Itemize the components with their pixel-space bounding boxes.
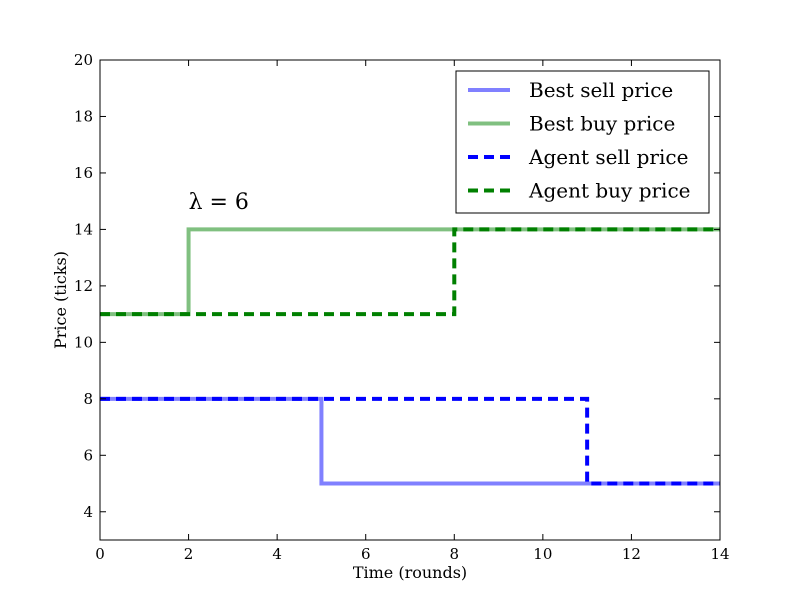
series-layer — [100, 227, 720, 486]
series-line-best-buy-price — [100, 227, 720, 317]
legend-label-agent-buy-price: Agent buy price — [528, 179, 691, 203]
y-axis-label: Price (ticks) — [51, 251, 70, 349]
y-tick-label: 4 — [83, 503, 93, 521]
y-tick-label: 8 — [83, 390, 93, 408]
legend-label-best-sell-price: Best sell price — [529, 78, 673, 102]
legend-box — [455, 70, 710, 214]
x-tick-label: 0 — [95, 545, 105, 563]
x-tick-label: 6 — [361, 545, 371, 563]
legend-label-agent-sell-price: Agent sell price — [528, 145, 688, 169]
x-tick-label: 2 — [184, 545, 194, 563]
x-tick-label: 12 — [622, 545, 641, 563]
legend-label-best-buy-price: Best buy price — [529, 112, 675, 136]
series-line-agent-sell-price — [100, 396, 720, 486]
ticks-layer: 0 2 4 6 8 10 12 14 4 6 8 10 12 14 16 18 20 — [74, 51, 730, 563]
legend: Best sell price Best buy price Agent sell … — [455, 70, 710, 214]
x-tick-label: 10 — [533, 545, 552, 563]
x-axis-label: Time (rounds) — [353, 563, 467, 582]
series-line-agent-buy-price — [100, 227, 720, 317]
y-tick-label: 6 — [83, 446, 93, 464]
y-tick-label: 18 — [74, 107, 93, 125]
x-tick-label: 4 — [272, 545, 282, 563]
x-tick-label: 14 — [710, 545, 729, 563]
y-tick-label: 20 — [74, 51, 93, 69]
plot-frame — [99, 59, 721, 541]
annotation-lambda: λ = 6 — [189, 190, 249, 215]
y-tick-label: 12 — [74, 277, 93, 295]
series-line-best-sell-price — [100, 396, 720, 486]
y-tick-label: 10 — [74, 333, 93, 351]
y-tick-label: 16 — [74, 164, 93, 182]
y-tick-label: 14 — [74, 220, 93, 238]
x-tick-label: 8 — [450, 545, 460, 563]
